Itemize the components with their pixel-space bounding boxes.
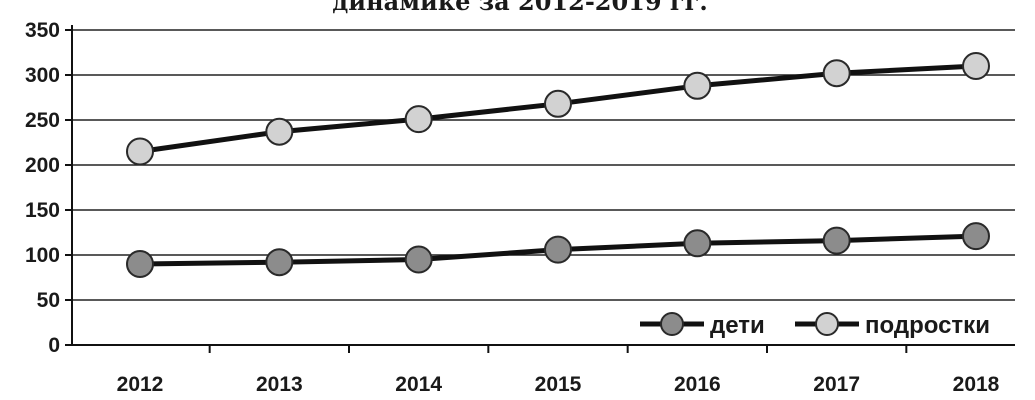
data-point-дети-2016 — [683, 229, 712, 258]
x-tick-label-2013: 2013 — [256, 373, 303, 396]
x-tick-label-2016: 2016 — [674, 373, 721, 396]
grid-lines — [72, 29, 1015, 301]
data-point-подростки-2018 — [962, 52, 990, 80]
y-tick-label-50: 50 — [37, 289, 60, 312]
x-tick-label-2018: 2018 — [953, 373, 1000, 396]
legend-label-подростки: подростки — [865, 312, 990, 339]
legend-marker-дети — [660, 312, 684, 336]
y-tick-label-200: 200 — [25, 154, 60, 177]
x-tick-label-2014: 2014 — [395, 373, 442, 396]
y-tick-label-0: 0 — [48, 334, 60, 357]
data-point-дети-2018 — [962, 222, 990, 251]
data-point-дети-2012 — [126, 250, 154, 278]
legend: дети подростки — [635, 305, 1013, 343]
x-tick-label-2012: 2012 — [117, 373, 164, 396]
series-дети — [126, 222, 990, 278]
data-point-дети-2014 — [404, 245, 433, 274]
data-point-подростки-2012 — [126, 137, 154, 166]
x-axis-tick-labels: 2012 2013 2014 2015 2016 2017 2018 — [117, 373, 1000, 396]
series-подростки — [126, 52, 990, 166]
axes — [65, 25, 1015, 353]
legend-label-дети: дети — [710, 312, 765, 339]
data-point-подростки-2016 — [683, 71, 712, 100]
legend-marker-подростки — [815, 312, 839, 336]
y-tick-label-350: 350 — [25, 19, 60, 42]
y-axis-tick-labels: 0 50 100 150 200 250 300 350 — [25, 19, 60, 357]
y-tick-label-250: 250 — [25, 109, 60, 132]
chart-title: динамике за 2012-2019 гг. — [332, 0, 707, 16]
series-group — [126, 52, 990, 278]
data-point-подростки-2017 — [822, 59, 851, 88]
y-tick-label-100: 100 — [25, 244, 60, 267]
y-tick-label-150: 150 — [25, 199, 60, 222]
data-point-подростки-2014 — [404, 105, 433, 134]
data-point-дети-2015 — [544, 235, 572, 264]
data-point-дети-2013 — [265, 248, 294, 277]
x-tick-label-2015: 2015 — [535, 373, 582, 396]
x-tick-label-2017: 2017 — [813, 373, 860, 396]
data-point-подростки-2015 — [544, 89, 572, 118]
data-point-дети-2017 — [822, 226, 851, 255]
data-point-подростки-2013 — [265, 117, 294, 146]
y-tick-label-300: 300 — [25, 64, 60, 87]
